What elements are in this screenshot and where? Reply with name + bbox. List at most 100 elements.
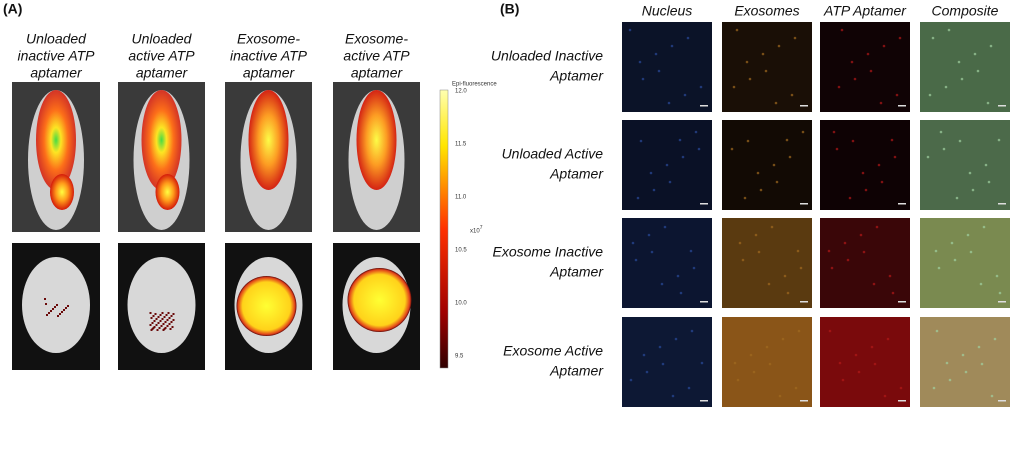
speckle [692, 266, 696, 270]
micrograph [722, 120, 812, 210]
row-label: Exosome Inactive [493, 244, 604, 260]
speckle [799, 266, 803, 270]
brain [127, 257, 196, 353]
speckle [843, 241, 847, 245]
micrograph [820, 317, 910, 407]
speckle [859, 233, 863, 237]
brain-signal [172, 319, 175, 321]
speckle [948, 378, 952, 382]
speckle [649, 171, 653, 175]
speckle [772, 163, 776, 167]
speckle [781, 337, 785, 341]
speckle [828, 329, 832, 333]
speckle [778, 394, 782, 398]
micrograph [920, 317, 1010, 407]
speckle [944, 85, 948, 89]
speckle [928, 93, 932, 97]
speckle [754, 233, 758, 237]
speckle [993, 337, 997, 341]
brain-signal [67, 305, 69, 307]
brain-signal [156, 329, 159, 331]
speckle [700, 361, 704, 365]
colorbar-tick: 10.5 [455, 248, 467, 254]
speckle [939, 130, 943, 134]
scale-bar [898, 105, 906, 107]
brain-signal [150, 317, 153, 319]
speckle [674, 337, 678, 341]
micrograph [722, 22, 812, 112]
brain-signal [151, 322, 154, 324]
brain-signal [150, 329, 153, 331]
speckle [870, 345, 874, 349]
speckle [676, 274, 680, 278]
speckle [872, 282, 876, 286]
scale-bar [700, 301, 708, 303]
brain-signal [157, 322, 160, 324]
brain-signal [161, 312, 164, 314]
speckle [690, 329, 694, 333]
speckle [945, 361, 949, 365]
speckle [745, 60, 749, 64]
speckle [689, 249, 693, 253]
speckle [984, 163, 988, 167]
micrograph [920, 22, 1010, 112]
scale-bar [998, 203, 1006, 205]
speckle [853, 77, 857, 81]
brain-signal [163, 328, 166, 330]
speckle [650, 250, 654, 254]
speckle [801, 130, 805, 134]
speckle [790, 93, 794, 97]
column-header: Composite [932, 3, 999, 19]
speckle [838, 361, 842, 365]
column-header: aptamer [351, 65, 404, 81]
speckle [841, 378, 845, 382]
speckle [880, 180, 884, 184]
brain-signal [170, 315, 173, 317]
column-header: inactive ATP [230, 48, 308, 64]
micrograph [820, 218, 910, 308]
speckle [756, 171, 760, 175]
speckle [796, 249, 800, 253]
brain-signal [155, 324, 158, 326]
column-header: active ATP [343, 48, 410, 64]
speckle [663, 225, 667, 229]
speckle [995, 274, 999, 278]
speckle [788, 155, 792, 159]
speckle [840, 28, 844, 32]
scale-bar [700, 105, 708, 107]
speckle [631, 241, 635, 245]
brain-signal [166, 319, 169, 321]
speckle [638, 60, 642, 64]
column-header: Exosome- [237, 31, 300, 47]
speckle [736, 378, 740, 382]
speckle [957, 60, 961, 64]
speckle [699, 85, 703, 89]
speckle [848, 196, 852, 200]
speckle [759, 188, 763, 192]
speckle [977, 345, 981, 349]
brain-signal [45, 303, 47, 305]
speckle [968, 171, 972, 175]
brain-signal [163, 316, 166, 318]
brain-signal [165, 314, 168, 316]
speckle [861, 171, 865, 175]
speckle [746, 139, 750, 143]
brain-signal [50, 310, 52, 312]
brain-signal [52, 308, 54, 310]
speckle [785, 138, 789, 142]
brain-signal [168, 317, 171, 319]
speckle [979, 282, 983, 286]
speckle [686, 36, 690, 40]
speckle [660, 282, 664, 286]
speckle [997, 138, 1001, 142]
speckle [793, 36, 797, 40]
scale-bar [800, 203, 808, 205]
column-header: ATP Aptamer [823, 3, 907, 19]
speckle [932, 386, 936, 390]
speckle [642, 353, 646, 357]
signal [248, 90, 289, 190]
speckle [998, 291, 1002, 295]
brain-signal [168, 323, 171, 325]
speckle [857, 370, 861, 374]
brain-signal [236, 276, 297, 336]
